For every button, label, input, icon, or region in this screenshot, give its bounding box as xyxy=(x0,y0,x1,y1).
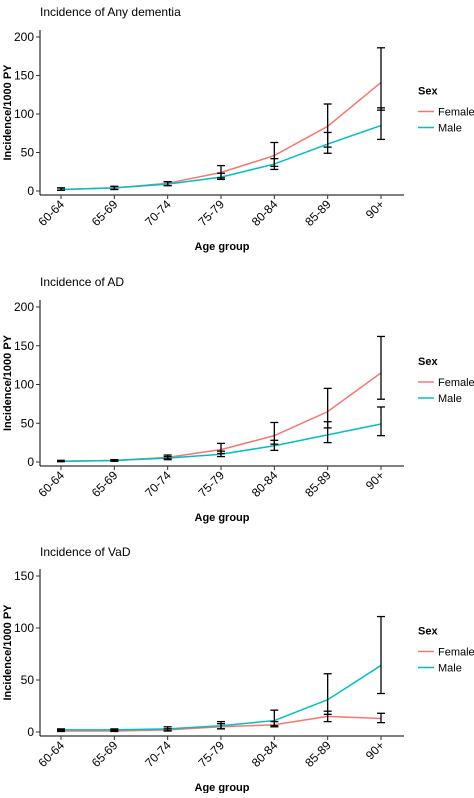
legend-label-male: Male xyxy=(438,663,462,675)
y-tick-label: 100 xyxy=(14,107,34,121)
y-tick-label: 50 xyxy=(21,146,35,160)
chart-panel-1: Incidence of Any dementia 0 50 100 150 200 60-… xyxy=(2,5,474,253)
chart-title: Incidence of AD xyxy=(40,275,124,289)
x-tick-label: 60-64 xyxy=(36,738,68,770)
x-tick-label: 90+ xyxy=(363,738,387,762)
x-tick-label: 60-64 xyxy=(36,468,68,500)
chart-title: Incidence of Any dementia xyxy=(40,5,181,19)
y-tick-label: 0 xyxy=(27,455,34,469)
legend-label-male: Male xyxy=(438,123,462,135)
y-tick-label: 200 xyxy=(14,300,34,314)
error-bar-female xyxy=(377,335,385,400)
x-tick-label: 70-74 xyxy=(142,197,174,229)
x-tick-label: 80-84 xyxy=(249,738,281,770)
error-bar-male xyxy=(377,615,385,695)
legend-label-female: Female xyxy=(438,377,474,389)
error-bar-male xyxy=(377,406,385,437)
error-bar-male xyxy=(270,439,279,452)
error-bar-male xyxy=(323,421,332,444)
x-tick-label: 90+ xyxy=(363,197,387,221)
legend-label-female: Female xyxy=(438,107,474,119)
y-tick-label: 200 xyxy=(14,30,34,44)
y-tick-label: 0 xyxy=(27,184,34,198)
series-line-male xyxy=(61,664,382,731)
legend-title: Sex xyxy=(418,356,438,368)
chart-title: Incidence of VaD xyxy=(40,545,131,559)
x-tick-label: 85-89 xyxy=(302,197,334,229)
error-bar-male xyxy=(110,185,119,191)
error-bar-male xyxy=(57,459,65,463)
legend-title: Sex xyxy=(418,86,438,98)
y-tick-label: 0 xyxy=(27,725,34,739)
error-bar-male xyxy=(323,131,332,154)
y-tick-label: 50 xyxy=(21,673,35,687)
y-tick-label: 100 xyxy=(14,621,34,635)
error-bar-male xyxy=(217,172,225,181)
x-tick-label: 75-79 xyxy=(196,197,228,229)
x-axis-title: Age group xyxy=(195,512,250,524)
y-axis-title: Incidence/1000 PY xyxy=(2,334,14,431)
chart-panel-2: Incidence of AD 0 50 100 150 200 60-64 65-69 70-… xyxy=(2,275,474,524)
y-tick-label: 150 xyxy=(14,569,34,583)
x-tick-label: 65-69 xyxy=(89,738,121,770)
error-bar-female xyxy=(377,712,385,724)
y-tick-label: 50 xyxy=(21,416,35,430)
y-tick-label: 100 xyxy=(14,378,34,392)
error-bar-male xyxy=(270,709,279,727)
x-tick-label: 60-64 xyxy=(36,197,68,229)
x-tick-label: 75-79 xyxy=(196,468,228,500)
x-tick-label: 85-89 xyxy=(302,738,334,770)
x-tick-label: 70-74 xyxy=(142,738,174,770)
x-tick-label: 75-79 xyxy=(196,738,228,770)
x-tick-label: 80-84 xyxy=(249,197,281,229)
error-bar-male xyxy=(270,158,279,171)
error-bar-male xyxy=(323,673,332,715)
y-tick-label: 150 xyxy=(14,69,34,83)
error-bar-male xyxy=(57,728,65,732)
error-bar-male xyxy=(217,720,225,730)
x-axis-title: Age group xyxy=(195,782,250,793)
y-axis-title: Incidence/1000 PY xyxy=(2,604,14,701)
x-axis-title: Age group xyxy=(195,241,250,253)
error-bar-male xyxy=(377,107,385,141)
x-tick-label: 70-74 xyxy=(142,468,174,500)
error-bar-male xyxy=(163,726,172,732)
y-tick-label: 150 xyxy=(14,339,34,353)
y-axis-title: Incidence/1000 PY xyxy=(2,64,14,161)
legend-label-female: Female xyxy=(438,647,474,659)
legend-title: Sex xyxy=(418,626,438,638)
x-tick-label: 65-69 xyxy=(89,468,121,500)
error-bar-male xyxy=(217,450,225,458)
x-tick-label: 85-89 xyxy=(302,468,334,500)
x-tick-label: 90+ xyxy=(363,468,387,492)
error-bar-male xyxy=(110,728,119,732)
x-tick-label: 65-69 xyxy=(89,197,121,229)
error-bar-male xyxy=(163,455,172,461)
error-bar-female xyxy=(377,47,385,111)
error-bar-male xyxy=(163,181,172,187)
chart-panel-3: Incidence of VaD 0 50 100 150 60-64 65-69 70-74… xyxy=(2,545,474,794)
error-bar-male xyxy=(110,459,119,462)
legend-label-male: Male xyxy=(438,393,462,405)
x-tick-label: 80-84 xyxy=(249,468,281,500)
error-bar-male xyxy=(57,187,65,191)
